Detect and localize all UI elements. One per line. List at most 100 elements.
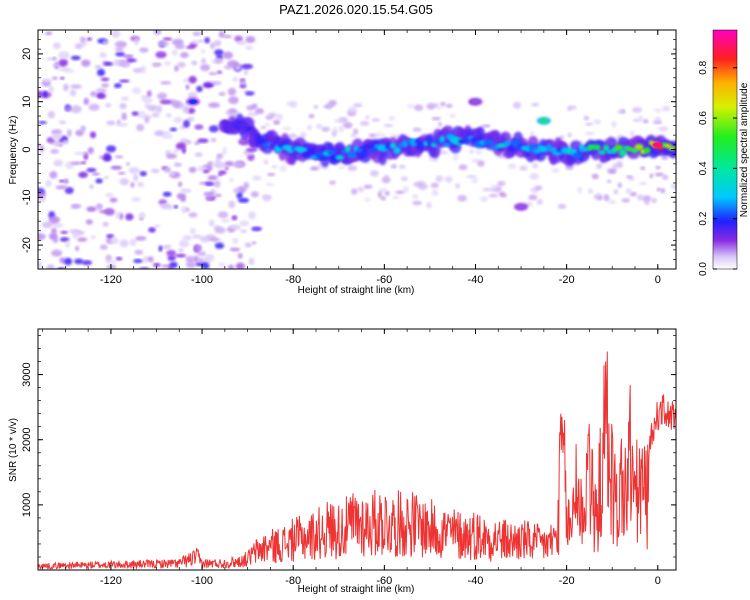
heatmap-noise-cell [412, 200, 423, 206]
heatmap-noise-cell [218, 91, 226, 97]
heatmap-noise-cell [147, 104, 158, 112]
x-tick-label: -20 [559, 575, 575, 587]
spectrogram-heatmap [38, 30, 676, 269]
heatmap-noise-cell [39, 145, 45, 153]
heatmap-noise-cell [187, 116, 195, 122]
heatmap-noise-cell [227, 87, 237, 96]
heatmap-noise-cell [174, 65, 179, 72]
heatmap-noise-cell [214, 242, 225, 249]
heatmap-noise-cell [164, 60, 171, 67]
heatmap-noise-cell [482, 187, 492, 192]
heatmap-noise-cell [53, 159, 64, 167]
heatmap-noise-cell [214, 226, 226, 234]
heatmap-noise-cell [351, 188, 358, 195]
heatmap-noise-cell [59, 179, 65, 183]
heatmap-noise-cell [115, 47, 124, 52]
heatmap-noise-cell [135, 236, 147, 241]
heatmap-noise-cell [47, 110, 56, 119]
heatmap-noise-cell [653, 108, 662, 113]
heatmap-noise-cell [50, 148, 59, 154]
heatmap-noise-cell [210, 42, 215, 50]
heatmap-noise-cell [200, 58, 207, 64]
heatmap-noise-cell [208, 102, 220, 108]
heatmap-noise-cell [48, 85, 54, 93]
heatmap-noise-cell [628, 177, 636, 182]
heatmap-noise-cell [150, 168, 160, 174]
colorbar-tick-label: 0.8 [698, 60, 709, 74]
heatmap-noise-cell [191, 39, 198, 45]
heatmap-noise-cell [231, 215, 238, 221]
heatmap-noise-cell [86, 206, 97, 212]
heatmap-ridge-core [423, 141, 429, 147]
heatmap-noise-cell [180, 51, 189, 59]
heatmap-noise-cell [431, 189, 439, 197]
heatmap-noise-cell [368, 133, 377, 138]
heatmap-noise-cell [161, 134, 174, 139]
heatmap-noise-cell [352, 103, 363, 108]
heatmap-noise-cell [375, 132, 382, 138]
heatmap-noise-cell [440, 150, 448, 155]
heatmap-noise-cell [642, 195, 652, 203]
heatmap-noise-cell [559, 135, 564, 140]
heatmap-noise-cell [191, 60, 198, 66]
heatmap-noise-cell [321, 126, 331, 132]
heatmap-noise-cell [171, 49, 178, 57]
heatmap-noise-cell [222, 51, 234, 60]
heatmap-noise-cell [169, 127, 178, 132]
heatmap-noise-cell [452, 154, 459, 161]
heatmap-noise-cell [65, 240, 71, 249]
heatmap-noise-cell [430, 182, 439, 188]
heatmap-noise-cell [110, 237, 119, 245]
heatmap-noise-cell [59, 237, 70, 242]
heatmap-noise-cell [497, 180, 506, 186]
heatmap-noise-cell [78, 171, 89, 178]
heatmap-noise-cell [606, 179, 612, 184]
heatmap-ridge-core [634, 143, 644, 151]
heatmap-noise-cell [89, 131, 97, 139]
heatmap-noise-cell [55, 185, 68, 190]
heatmap-noise-cell [413, 181, 423, 188]
heatmap-noise-cell [661, 156, 668, 161]
x-tick-label: -120 [100, 575, 122, 587]
heatmap-noise-cell [38, 233, 43, 241]
heatmap-noise-cell [440, 101, 446, 107]
heatmap-secondary-feature [539, 118, 548, 124]
heatmap-noise-cell [63, 257, 73, 266]
heatmap-noise-cell [585, 122, 594, 126]
heatmap-noise-cell [367, 184, 373, 189]
heatmap-noise-cell [640, 166, 646, 171]
heatmap-noise-cell [251, 241, 257, 245]
heatmap-noise-cell [626, 175, 634, 179]
heatmap-ridge-core [298, 147, 308, 154]
heatmap-noise-cell [377, 191, 383, 198]
spectrogram-ylabel: Frequency (Hz) [8, 116, 19, 185]
heatmap-noise-cell [671, 184, 676, 190]
heatmap-noise-cell [87, 147, 94, 155]
snr-panel: -120 -100 -80 -60 -40 -20 0 1000 2000 3000 Height… [8, 328, 677, 595]
heatmap-noise-cell [194, 244, 203, 252]
heatmap-noise-cell [94, 65, 102, 69]
heatmap-noise-cell [414, 104, 424, 112]
heatmap-noise-cell [261, 195, 271, 199]
heatmap-noise-cell [177, 61, 186, 68]
heatmap-noise-cell [43, 90, 48, 98]
heatmap-noise-cell [282, 126, 292, 131]
heatmap-noise-cell [174, 162, 183, 167]
heatmap-noise-cell [638, 115, 644, 123]
heatmap-noise-cell [632, 107, 643, 113]
heatmap-noise-cell [616, 161, 623, 169]
heatmap-noise-cell [134, 37, 139, 46]
heatmap-noise-cell [228, 264, 235, 269]
heatmap-noise-cell [232, 161, 244, 168]
heatmap-noise-cell [216, 70, 223, 74]
heatmap-noise-cell [188, 166, 197, 173]
spectrogram-frame [37, 29, 677, 270]
heatmap-noise-cell [255, 108, 264, 115]
heatmap-noise-cell [136, 123, 145, 132]
heatmap-noise-cell [233, 187, 240, 194]
heatmap-noise-cell [157, 92, 168, 100]
heatmap-noise-cell [182, 105, 190, 114]
heatmap-noise-cell [89, 235, 97, 240]
heatmap-noise-cell [381, 133, 386, 137]
heatmap-noise-cell [426, 201, 432, 209]
